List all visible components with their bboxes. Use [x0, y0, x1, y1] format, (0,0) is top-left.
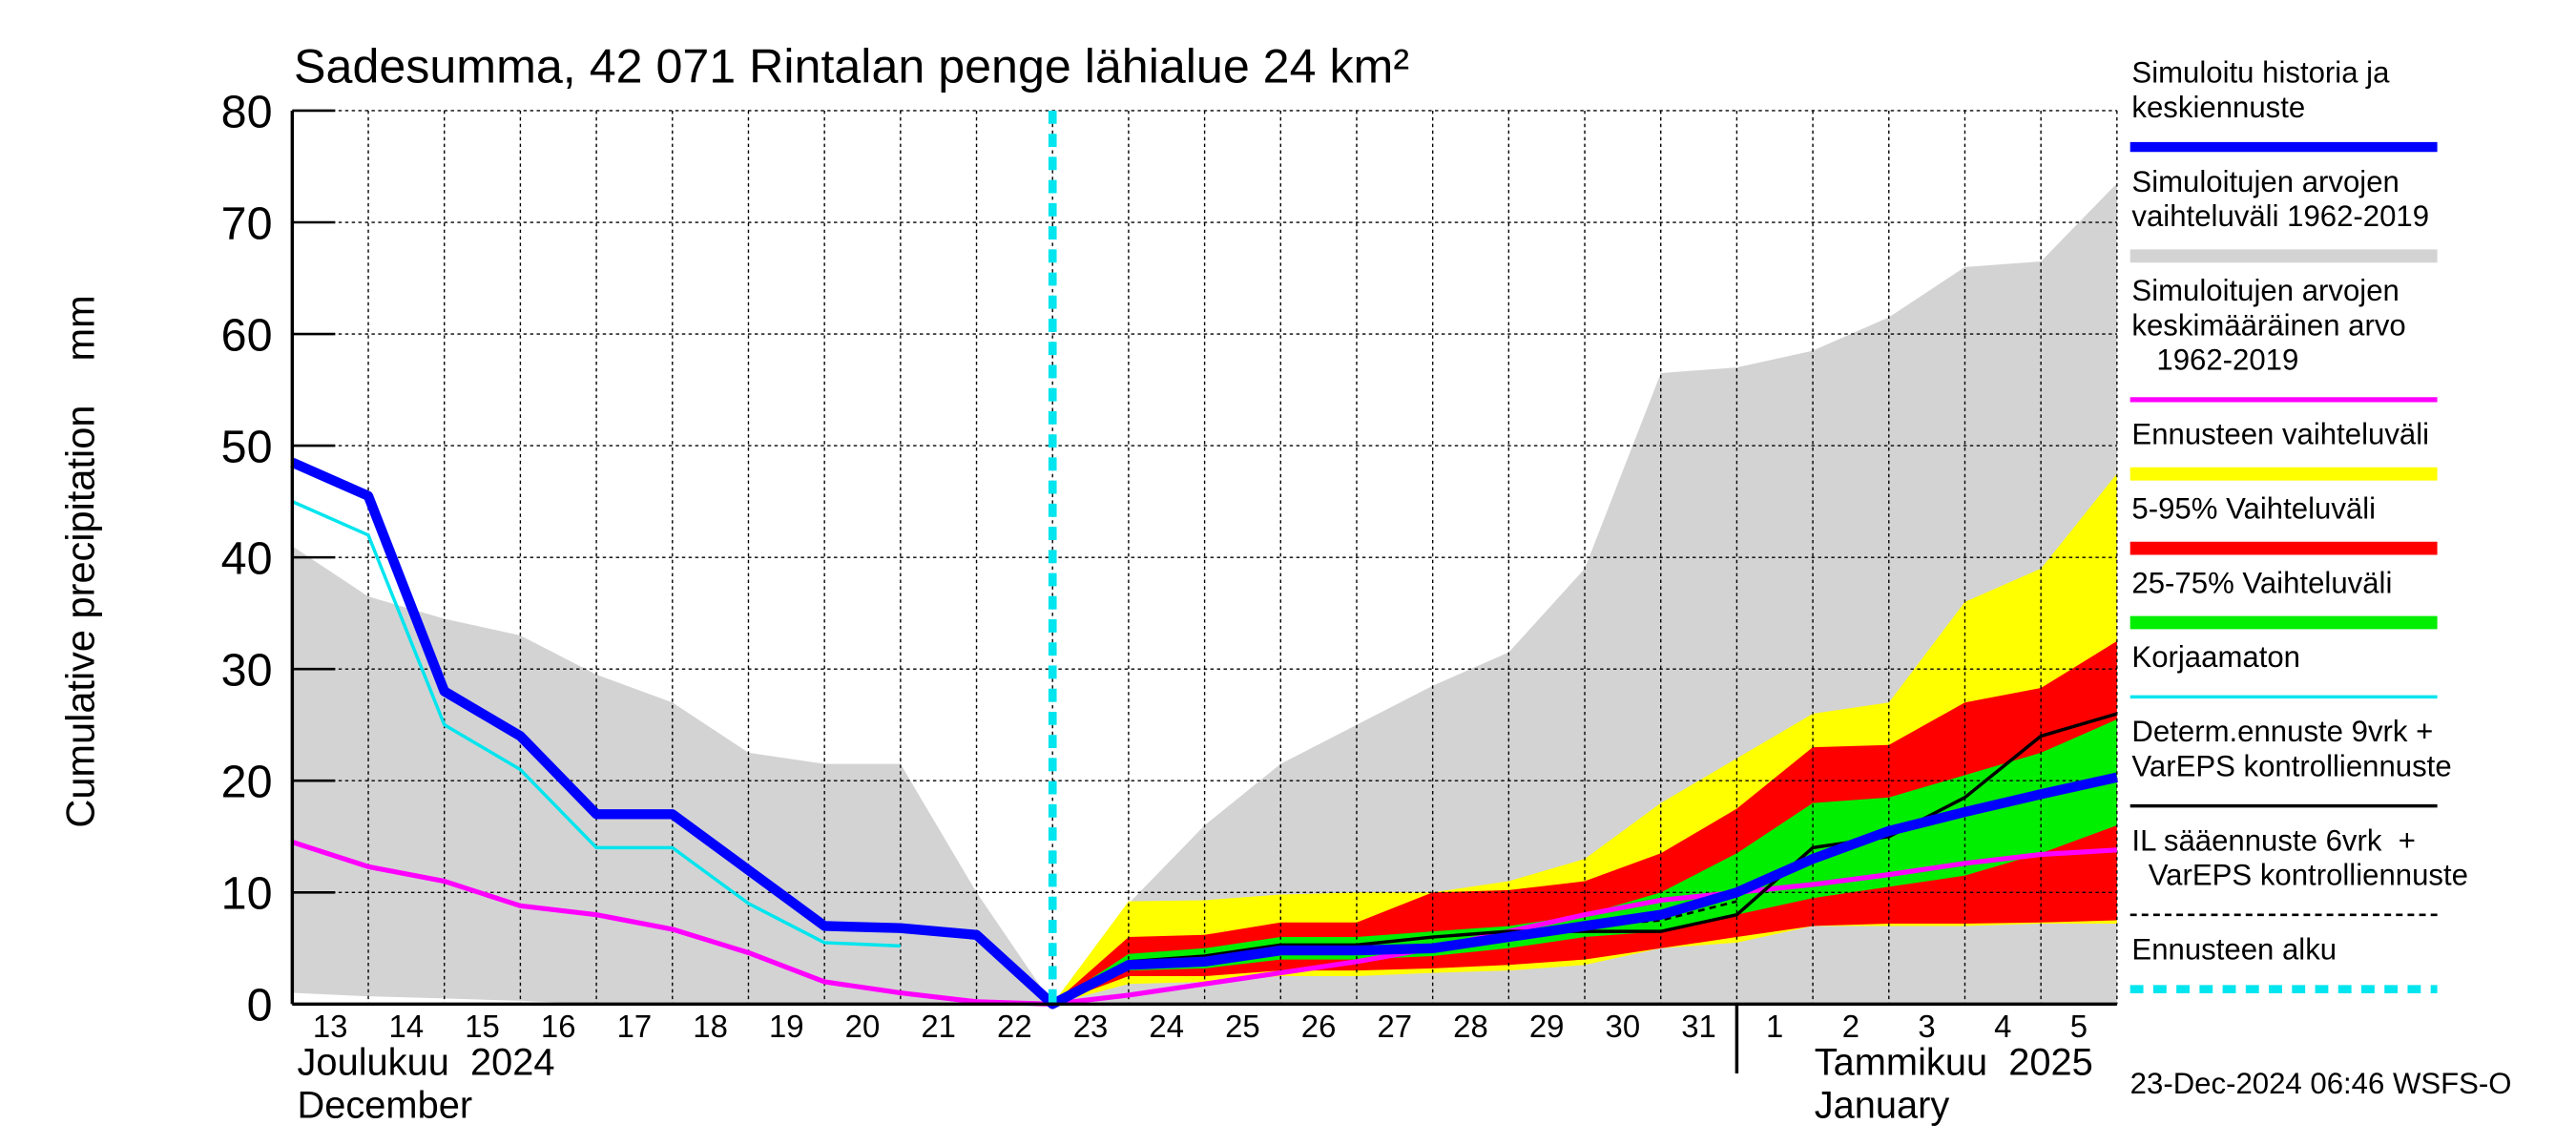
y-tick-label: 30 — [221, 644, 273, 696]
x-tick-label: 28 — [1453, 1009, 1488, 1044]
legend-label: Determ.ennuste 9vrk + — [2131, 715, 2433, 748]
x-tick-label: 24 — [1149, 1009, 1184, 1044]
y-tick-label: 40 — [221, 532, 273, 584]
x-tick-label: 3 — [1918, 1009, 1935, 1044]
legend-label: 1962-2019 — [2131, 344, 2298, 377]
y-axis-label: Cumulative precipitation mm — [58, 295, 103, 827]
x-tick-label: 18 — [693, 1009, 728, 1044]
legend-label: VarEPS kontrolliennuste — [2131, 749, 2451, 782]
x-tick-label: 16 — [541, 1009, 576, 1044]
x-tick-label: 5 — [2070, 1009, 2088, 1044]
y-tick-label: 0 — [247, 980, 273, 1031]
series-line — [1051, 712, 2118, 1006]
series-line — [291, 500, 901, 948]
legend-label: IL sääennuste 6vrk + — [2131, 823, 2415, 857]
legend-label: Simuloitu historia ja — [2131, 56, 2390, 90]
band-area — [1052, 718, 2117, 1005]
legend-label: Korjaamaton — [2131, 640, 2300, 674]
month-label: Joulukuu 2024 — [298, 1042, 555, 1084]
x-tick-label: 27 — [1377, 1009, 1412, 1044]
legend-label: Simuloitujen arvojen — [2131, 165, 2399, 198]
x-tick-label: 2 — [1842, 1009, 1859, 1044]
x-tick-label: 22 — [997, 1009, 1032, 1044]
x-tick-label: 19 — [769, 1009, 804, 1044]
x-tick-label: 20 — [845, 1009, 881, 1044]
x-tick-label: 21 — [921, 1009, 956, 1044]
month-label-en: January — [1815, 1085, 1950, 1127]
x-tick-label: 31 — [1681, 1009, 1716, 1044]
legend-label: keskiennuste — [2131, 91, 2305, 124]
series-line — [290, 457, 2118, 1010]
x-tick-label: 17 — [617, 1009, 653, 1044]
month-label-en: December — [298, 1085, 473, 1127]
y-tick-label: 70 — [221, 198, 273, 249]
x-tick-label: 14 — [389, 1009, 425, 1044]
band-area — [1052, 640, 2117, 1005]
legend-label: vaihteluväli 1962-2019 — [2131, 199, 2429, 233]
legend-label: VarEPS kontrolliennuste — [2131, 859, 2468, 892]
x-tick-label: 13 — [313, 1009, 348, 1044]
x-tick-label: 25 — [1225, 1009, 1260, 1044]
y-tick-label: 20 — [221, 757, 273, 808]
footer: 23-Dec-2024 06:46 WSFS-O — [2130, 1067, 2512, 1100]
legend-label: Simuloitujen arvojen — [2131, 274, 2399, 307]
x-tick-label: 4 — [1994, 1009, 2011, 1044]
legend-label: Ennusteen alku — [2131, 933, 2337, 967]
y-tick-label: 60 — [221, 309, 273, 361]
legend-label: Ennusteen vaihteluväli — [2131, 418, 2429, 451]
x-tick-label: 30 — [1606, 1009, 1641, 1044]
legend-label: 25-75% Vaihteluväli — [2131, 566, 2392, 599]
y-tick-label: 10 — [221, 868, 273, 920]
x-tick-label: 15 — [465, 1009, 500, 1044]
y-tick-label: 80 — [221, 86, 273, 137]
month-label: Tammikuu 2025 — [1815, 1042, 2093, 1084]
legend-label: 5-95% Vaihteluväli — [2131, 491, 2376, 525]
lines — [290, 110, 2118, 1010]
x-tick-label: 1 — [1766, 1009, 1783, 1044]
y-tick-label: 50 — [221, 421, 273, 472]
x-tick-label: 29 — [1529, 1009, 1565, 1044]
x-tick-label: 26 — [1301, 1009, 1337, 1044]
x-tick-label: 23 — [1073, 1009, 1109, 1044]
series-line — [291, 840, 2117, 1007]
legend-label: keskimääräinen arvo — [2131, 308, 2405, 342]
chart-title: Sadesumma, 42 071 Rintalan penge lähialu… — [294, 40, 1409, 94]
